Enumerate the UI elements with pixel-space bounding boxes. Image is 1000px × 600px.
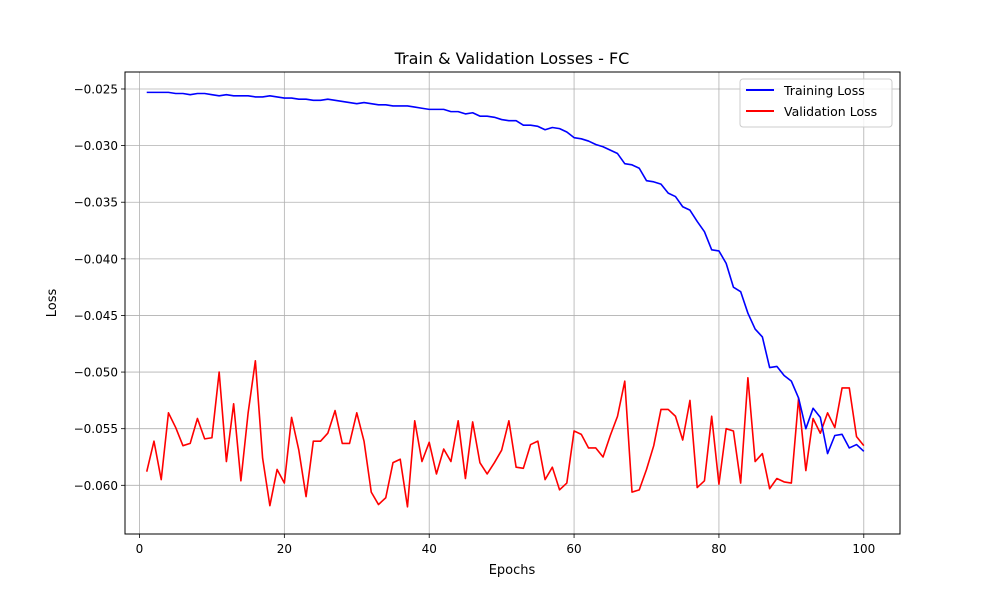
- series-line-training-loss: [146, 91, 865, 455]
- x-tick-label: 40: [422, 542, 437, 556]
- chart-title: Train & Validation Losses - FC: [394, 49, 630, 68]
- y-tick-label: −0.055: [74, 422, 118, 436]
- legend-label-validation-loss: Validation Loss: [784, 104, 877, 119]
- x-axis-label: Epochs: [489, 563, 536, 578]
- plot-frame: [124, 71, 901, 535]
- legend-box: [739, 78, 893, 128]
- y-tick-label: −0.045: [74, 309, 118, 323]
- legend: Training Loss Validation Loss: [739, 78, 893, 128]
- y-tick-label: −0.040: [74, 252, 118, 266]
- y-tick-label: −0.035: [74, 196, 118, 210]
- y-axis-label: Loss: [45, 289, 60, 318]
- y-tick-label: −0.030: [74, 139, 118, 153]
- x-tick-label: 20: [277, 542, 292, 556]
- legend-label-training-loss: Training Loss: [783, 83, 865, 98]
- series-layer: [145, 91, 865, 508]
- x-tick-label: 0: [136, 542, 144, 556]
- y-tick-label: −0.060: [74, 479, 118, 493]
- y-tick-label: −0.050: [74, 366, 118, 380]
- x-tick-label: 60: [566, 542, 581, 556]
- series-line-validation-loss: [145, 359, 865, 508]
- x-tick-label: 100: [852, 542, 875, 556]
- y-tick-label: −0.025: [74, 82, 118, 96]
- ticks: 0 20 40 60 80 100 −0.060 −0.055 −0.050 −0.045 −0.0…: [74, 82, 876, 556]
- x-tick-label: 80: [711, 542, 726, 556]
